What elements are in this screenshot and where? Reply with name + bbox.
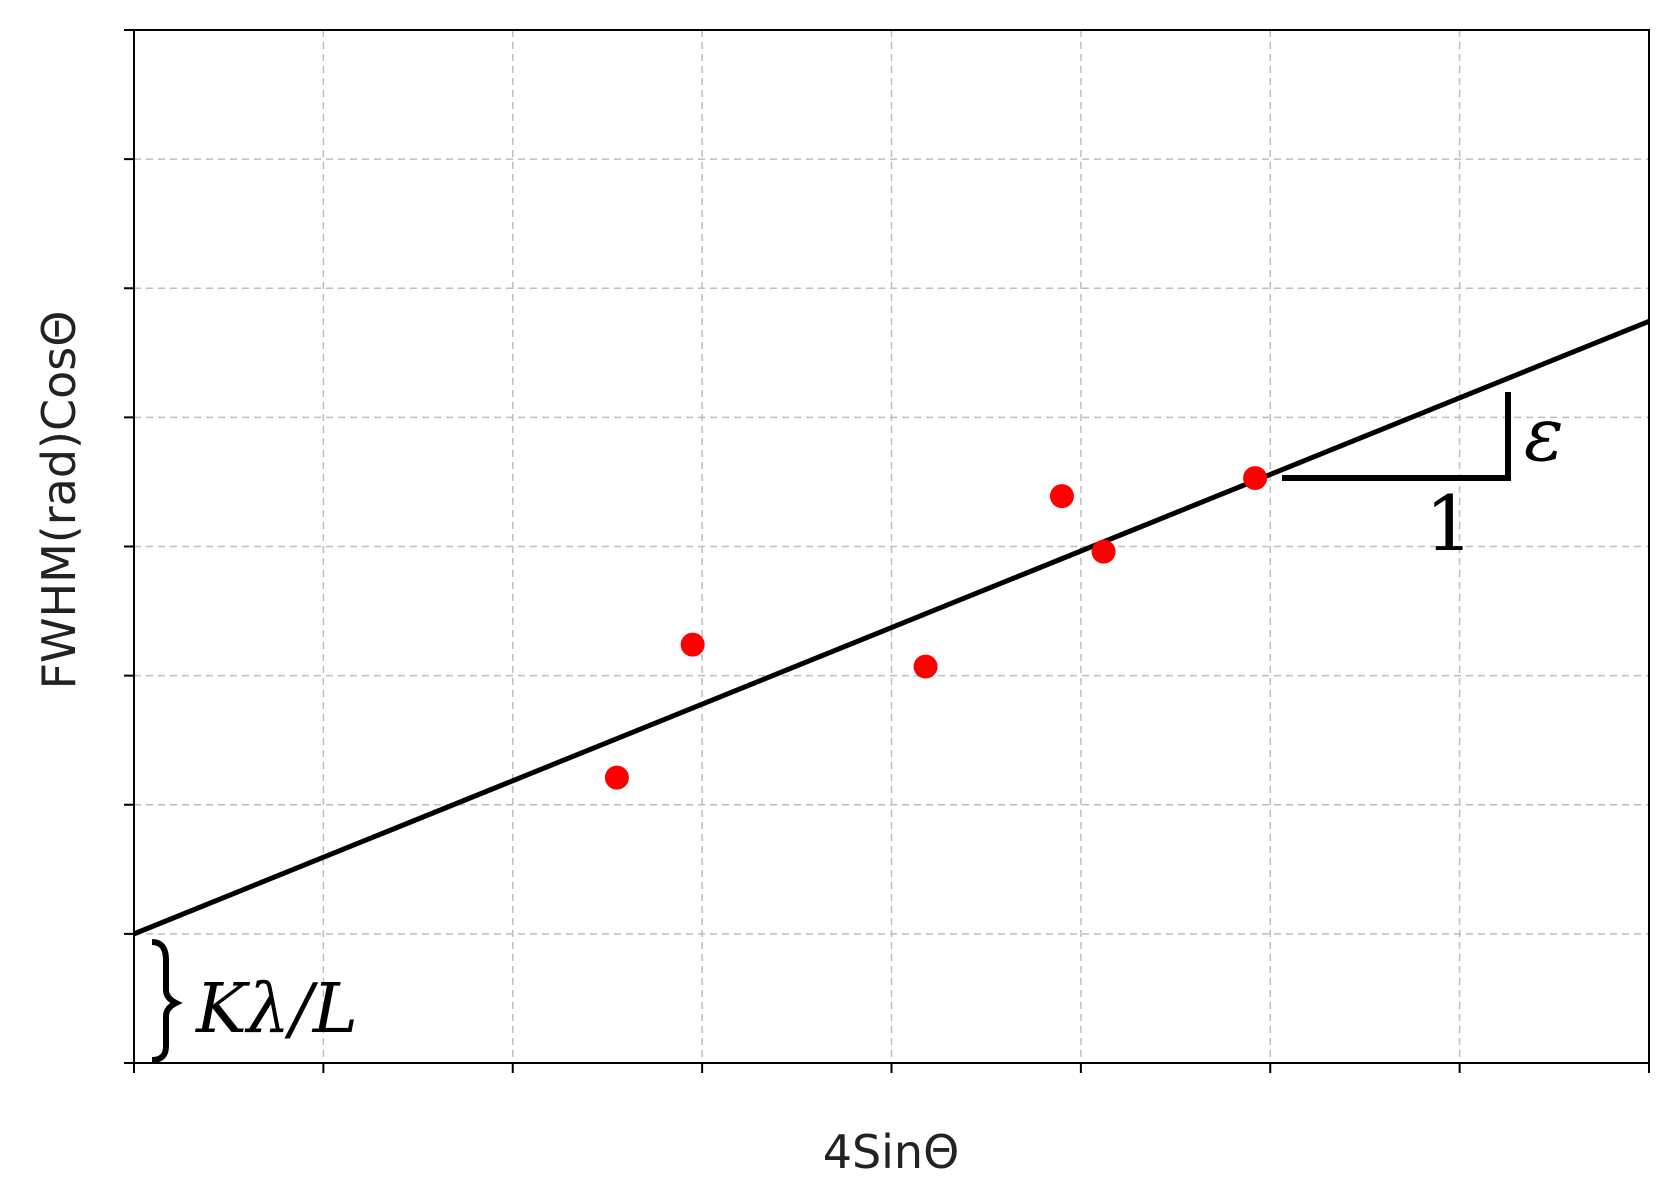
x-axis-label: 4SinΘ <box>823 1125 960 1179</box>
data-points <box>604 466 1268 790</box>
data-point <box>680 632 705 657</box>
grid <box>134 30 1649 1064</box>
data-point <box>604 765 629 790</box>
fit-line <box>133 318 1650 937</box>
intercept-label: Kλ/L <box>194 970 358 1049</box>
data-point <box>1243 466 1268 491</box>
slope-label: ε <box>1524 392 1564 478</box>
y-axis-label: FWHM(rad)CosΘ <box>32 311 86 690</box>
run-label: 1 <box>1425 479 1473 568</box>
fit-line-layer <box>133 318 1650 937</box>
data-point <box>1091 539 1116 564</box>
slope-triangle <box>1282 392 1511 481</box>
data-point <box>913 654 938 679</box>
annotations: ε 1 Kλ/L <box>151 392 1564 1063</box>
data-point <box>1049 484 1074 509</box>
axis-ticks <box>124 29 1650 1073</box>
intercept-brace <box>151 939 183 1063</box>
